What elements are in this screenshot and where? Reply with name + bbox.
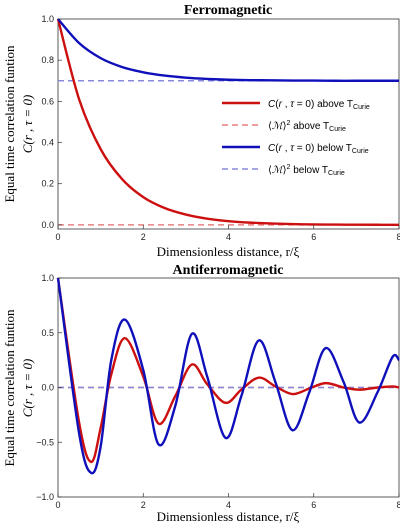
x-tick-label: 6 bbox=[311, 500, 316, 510]
x-tick-label: 0 bbox=[55, 500, 60, 510]
y-tick-label: 0.2 bbox=[41, 179, 54, 189]
y-tick-label: 0.5 bbox=[41, 328, 54, 338]
x-tick-label: 2 bbox=[141, 500, 146, 510]
tick-layer: 0 2 4 6 8 −1.0 −0.5 0.0 0.5 1.0 bbox=[36, 273, 400, 510]
y-axis-label-line1: Equal time correlation funtion bbox=[2, 45, 17, 203]
legend-label-lavender: ⟨ℳ⟩2 below TCurie bbox=[268, 164, 345, 177]
legend-label-pink: ⟨ℳ⟩2 above TCurie bbox=[268, 120, 346, 133]
series-layer bbox=[56, 277, 400, 475]
y-tick-label: 0.6 bbox=[41, 96, 54, 106]
legend-label-red: C(r , τ = 0) above TCurie bbox=[268, 99, 370, 111]
antiferromagnetic-panel: Antiferromagnetic 0 2 4 6 8 −1.0 −0.5 0.0 0.5 1.0… bbox=[2, 263, 400, 524]
y-tick-label: 1.0 bbox=[41, 273, 54, 283]
ferromagnetic-panel: Ferromagnetic 0 2 4 6 8 0.0 0.2 0.4 0.6 0.8 1.0 C(… bbox=[2, 3, 400, 259]
x-tick-label: 6 bbox=[311, 232, 316, 242]
x-tick-label: 4 bbox=[226, 500, 231, 510]
y-axis-label-line2: C(r , τ = 0) bbox=[20, 359, 35, 418]
legend: C(r , τ = 0) above TCurie ⟨ℳ⟩2 above TCu… bbox=[222, 99, 370, 177]
x-axis-label: Dimensionless distance, r/ξ bbox=[157, 509, 300, 524]
series-line-solid-0 bbox=[56, 18, 400, 227]
plot-frame bbox=[57, 18, 400, 230]
y-tick-label: 0.0 bbox=[41, 220, 54, 230]
y-axis-label-line2: C(r , τ = 0) bbox=[20, 95, 35, 154]
y-tick-label: 0.4 bbox=[41, 138, 54, 148]
x-tick-label: 8 bbox=[396, 232, 400, 242]
x-tick-label: 0 bbox=[55, 232, 60, 242]
x-tick-label: 2 bbox=[141, 232, 146, 242]
x-axis-label: Dimensionless distance, r/ξ bbox=[157, 244, 300, 259]
y-tick-label: 1.0 bbox=[41, 14, 54, 24]
y-tick-label: 0.0 bbox=[41, 383, 54, 393]
series-line-solid-2 bbox=[56, 277, 400, 475]
series-layer bbox=[56, 18, 400, 227]
y-tick-label: 0.8 bbox=[41, 55, 54, 65]
legend-label-blue: C(r , τ = 0) below TCurie bbox=[268, 143, 369, 155]
y-tick-label: −1.0 bbox=[36, 492, 54, 502]
y-tick-label: −0.5 bbox=[36, 437, 54, 447]
x-tick-label: 4 bbox=[226, 232, 231, 242]
series-line-solid-2 bbox=[57, 18, 399, 82]
chart-title: Antiferromagnetic bbox=[173, 263, 284, 278]
chart-title: Ferromagnetic bbox=[184, 3, 272, 18]
x-tick-label: 8 bbox=[396, 500, 400, 510]
tick-layer: 0 2 4 6 8 0.0 0.2 0.4 0.6 0.8 1.0 bbox=[41, 14, 400, 242]
y-axis-label-line1: Equal time correlation funtion bbox=[2, 309, 17, 467]
